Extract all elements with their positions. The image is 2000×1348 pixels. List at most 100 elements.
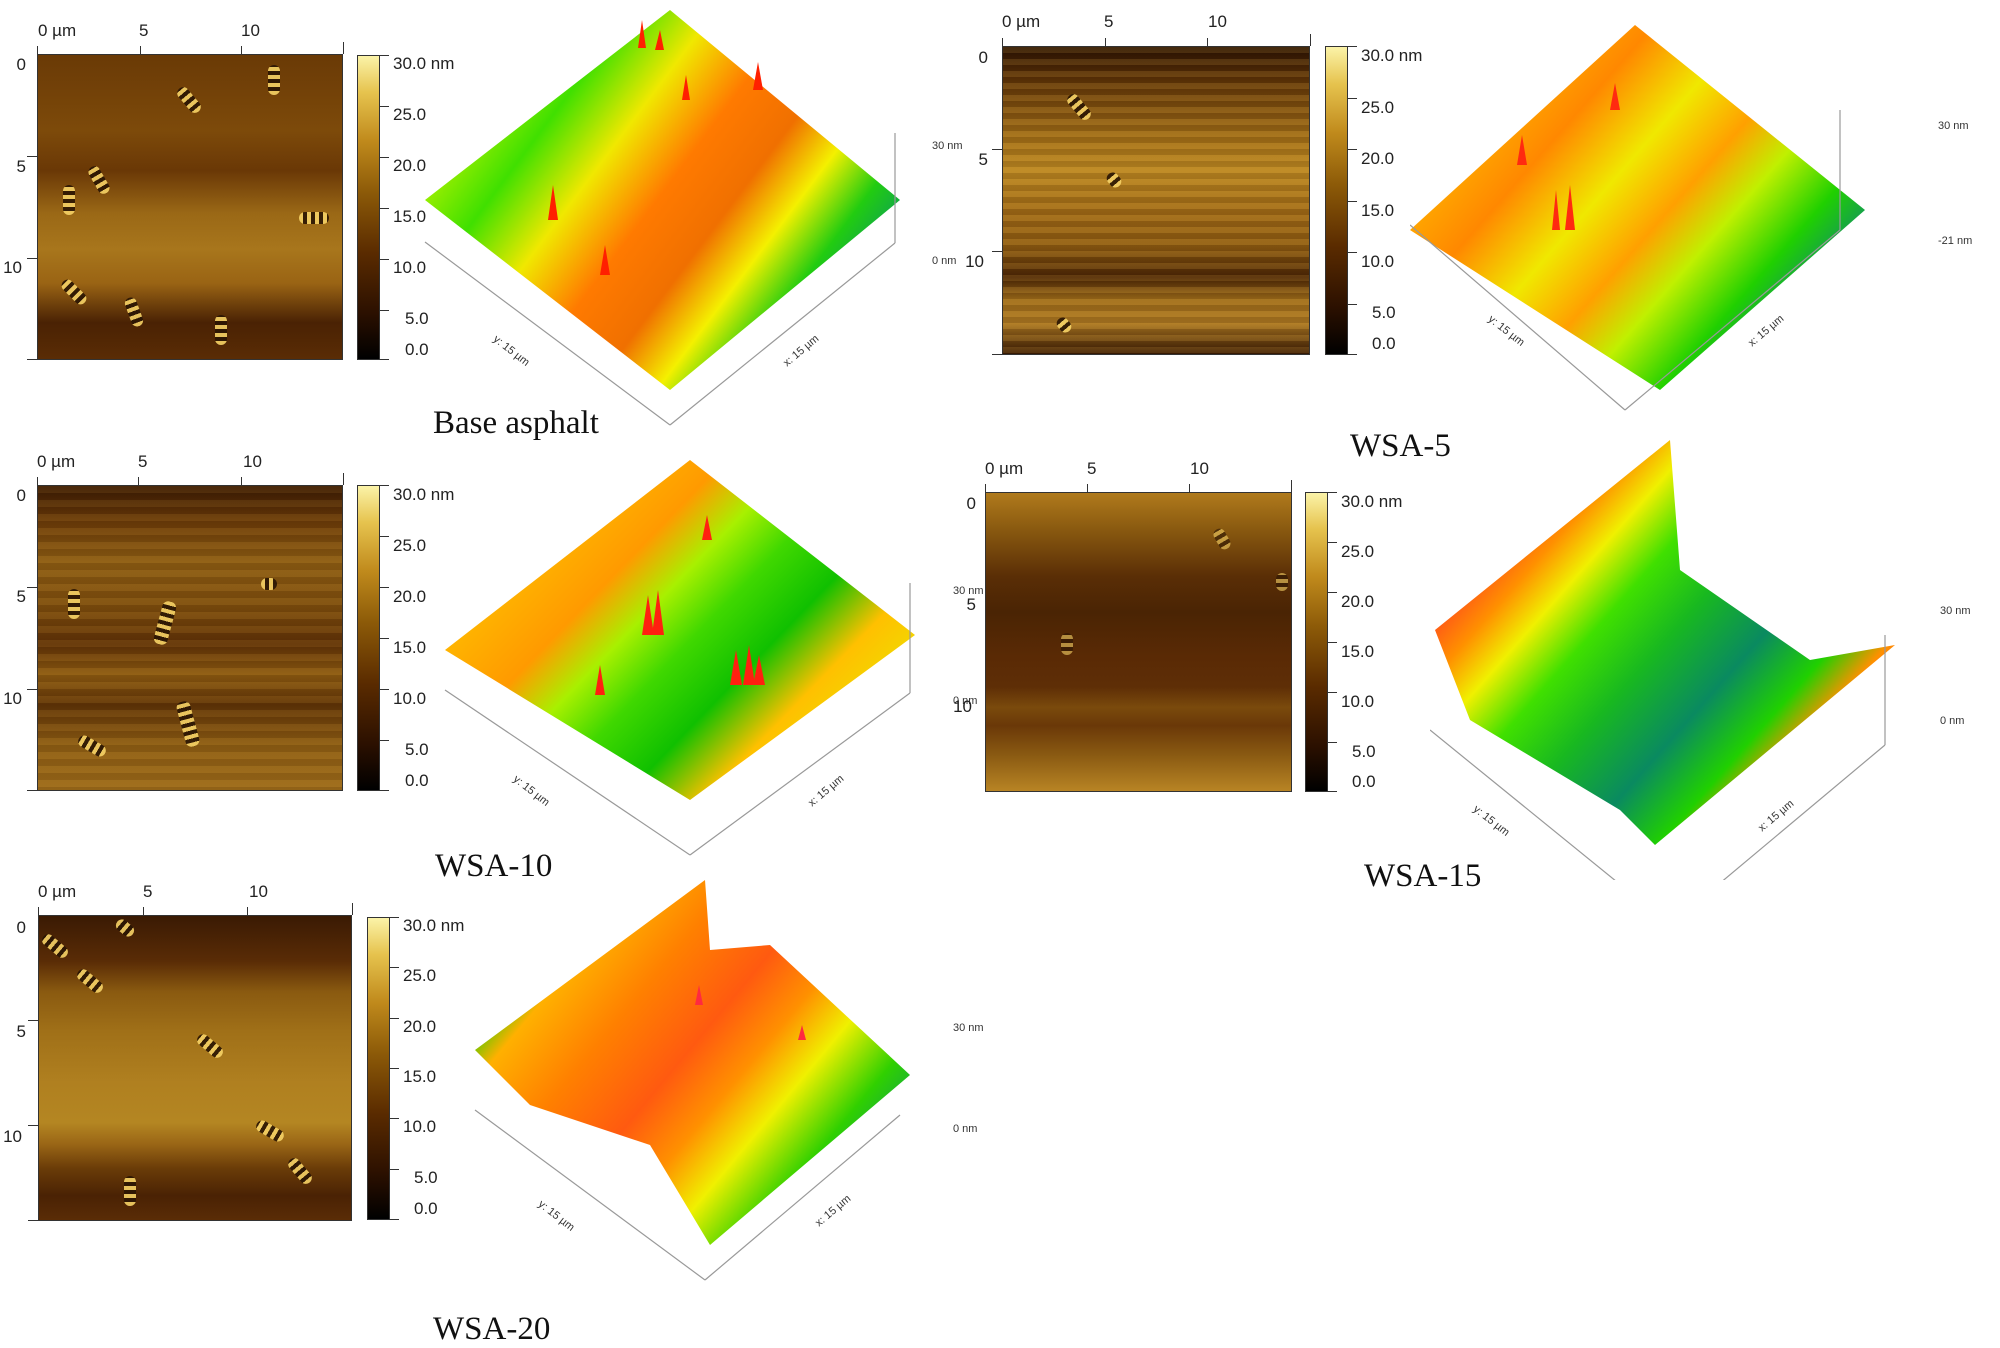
tick: [1189, 484, 1190, 492]
defect-feature: [124, 1176, 136, 1206]
x-tick-10: 10: [241, 21, 260, 40]
tick: [380, 790, 389, 791]
panel-caption: WSA-15: [1364, 858, 1482, 894]
z-top-label: 30 nm: [953, 585, 984, 597]
defect-feature: [123, 295, 145, 329]
height-colorbar: [357, 485, 380, 791]
cb-15: 15.0: [393, 207, 427, 226]
tick: [28, 1125, 38, 1126]
tick: [1348, 46, 1357, 47]
tick: [1328, 692, 1337, 693]
surface-shape: [425, 10, 900, 390]
tick: [1310, 34, 1311, 46]
x-tick-5: 5: [138, 452, 148, 471]
cb-15: 15.0: [403, 1067, 437, 1086]
z-top-label: 30 nm: [1938, 120, 1969, 132]
panel-caption: WSA-20: [433, 1311, 551, 1347]
cb-5: 5.0: [405, 740, 429, 759]
tick: [1328, 592, 1337, 593]
height-colorbar: [1305, 492, 1328, 792]
defect-feature: [59, 277, 89, 307]
tick: [1328, 642, 1337, 643]
cb-25: 25.0: [1361, 98, 1395, 117]
cb-10: 10.0: [1361, 252, 1395, 271]
tick: [241, 46, 242, 54]
panel-caption: Base asphalt: [433, 405, 599, 441]
cb-5: 5.0: [405, 309, 429, 328]
tick: [343, 473, 344, 485]
x-tick-5: 5: [1104, 12, 1114, 31]
tick: [380, 157, 389, 158]
tick: [1348, 201, 1357, 202]
tick: [27, 156, 37, 157]
x-tick-10: 10: [243, 452, 262, 471]
tick: [1105, 38, 1106, 46]
z-bottom-label: -21 nm: [1938, 235, 1973, 247]
tick: [247, 907, 248, 915]
y-tick-5: 5: [966, 595, 976, 614]
tick: [390, 1068, 399, 1069]
panel-caption: WSA-5: [1350, 428, 1451, 464]
cb-20: 20.0: [1361, 149, 1395, 168]
z-bottom-label: 0 nm: [932, 255, 957, 267]
tick: [985, 484, 986, 492]
tick: [27, 790, 37, 791]
panel-wsa-20: 0 µm 5 10 0 5 10 30.0 nm 25.0 20.0 15.0 …: [0, 860, 984, 1347]
tick: [27, 689, 37, 690]
y-tick-5: 5: [978, 150, 988, 169]
tick: [1348, 252, 1357, 253]
x-tick-0: 0 µm: [985, 459, 1024, 478]
cb-30: 30.0 nm: [393, 485, 455, 504]
defect-feature: [215, 315, 227, 345]
defect-feature: [261, 578, 277, 590]
y-tick-0: 0: [16, 918, 26, 937]
y-tick-0: 0: [16, 55, 26, 74]
z-bottom-label: 0 nm: [953, 695, 978, 707]
cb-20: 20.0: [1341, 592, 1375, 611]
tick: [380, 259, 389, 260]
defect-feature: [39, 931, 71, 961]
cb-10: 10.0: [403, 1117, 437, 1136]
z-bottom-label: 0 nm: [1940, 715, 1965, 727]
tick: [1328, 542, 1337, 543]
tick: [380, 310, 389, 311]
cb-0: 0.0: [414, 1199, 438, 1218]
defect-feature: [254, 1118, 286, 1144]
cb-15: 15.0: [1361, 201, 1395, 220]
x-tick-10: 10: [1208, 12, 1227, 31]
defect-feature: [1276, 573, 1288, 591]
tick: [1328, 492, 1337, 493]
cb-30: 30.0 nm: [393, 54, 455, 73]
x-tick-5: 5: [139, 21, 149, 40]
panel-wsa-5: 0 µm 5 10 0 5 10 30.0 nm 25.0 20.0 15.0 …: [960, 0, 2000, 470]
y-tick-10: 10: [953, 697, 972, 716]
surface-shape: [1435, 440, 1895, 845]
height-colorbar: [367, 917, 390, 1220]
tick: [27, 587, 37, 588]
tick: [380, 208, 389, 209]
defect-feature: [152, 599, 178, 647]
cb-10: 10.0: [1341, 692, 1375, 711]
tick: [38, 907, 39, 915]
defect-feature: [1211, 526, 1233, 552]
x-tick-0: 0 µm: [38, 21, 77, 40]
tick: [143, 907, 144, 915]
cb-30: 30.0 nm: [403, 916, 465, 935]
z-top-label: 30 nm: [1940, 605, 1971, 617]
cb-0: 0.0: [405, 340, 429, 359]
afm-3d-surface: [474, 880, 910, 1281]
surface-shape: [475, 880, 910, 1245]
tick: [241, 477, 242, 485]
x-tick-10: 10: [1190, 459, 1209, 478]
tick: [352, 903, 353, 915]
tick: [390, 967, 399, 968]
cb-5: 5.0: [414, 1168, 438, 1187]
y-tick-5: 5: [16, 587, 26, 606]
tick: [37, 477, 38, 485]
tick: [28, 1220, 38, 1221]
tick: [390, 1169, 399, 1170]
defect-feature: [63, 185, 75, 215]
cb-30: 30.0 nm: [1361, 46, 1423, 65]
tick: [390, 1219, 399, 1220]
panel-caption: WSA-10: [435, 848, 553, 884]
